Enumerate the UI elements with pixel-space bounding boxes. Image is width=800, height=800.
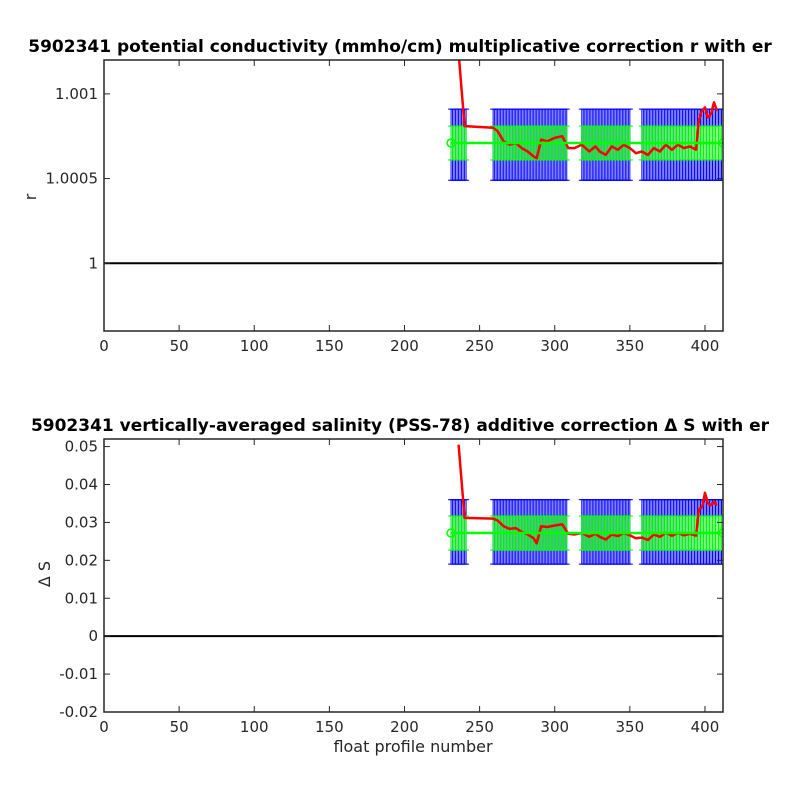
y-tick-label: 0.01 [65,589,98,607]
top-y-axis-label: r [21,193,40,200]
y-tick-label: 1.0005 [46,170,99,188]
x-tick-label: 100 [240,718,269,736]
x-tick-label: 300 [540,337,569,355]
y-tick-label: 1 [88,254,98,272]
x-tick-label: 300 [540,718,569,736]
bottom-chart-title: 5902341 vertically-averaged salinity (PS… [31,416,770,436]
x-tick-label: 150 [315,718,344,736]
y-tick-label: 1.001 [55,85,98,103]
x-tick-label: 350 [616,718,645,736]
y-tick-label: -0.02 [59,703,98,721]
x-tick-label: 150 [315,337,344,355]
y-tick-label: 0.03 [65,513,98,531]
x-tick-label: 200 [390,337,419,355]
fitted-marker [446,528,456,538]
correction-line [457,60,719,160]
x-tick-label: 250 [465,337,494,355]
x-tick-label: 350 [616,337,645,355]
y-tick-label: 0.05 [65,438,98,456]
y-tick-label: 0.04 [65,476,98,494]
fitted-marker [446,138,456,148]
data-layer [446,444,723,565]
axes-box [103,59,724,332]
bottom-chart: 5902341 vertically-averaged salinity (PS… [31,416,770,756]
y-tick-label: 0.02 [65,551,98,569]
x-tick-label: 0 [99,337,109,355]
x-tick-label: 250 [465,718,494,736]
axes-box [103,438,724,713]
x-tick-label: 400 [691,337,720,355]
top-chart-title: 5902341 potential conductivity (mmho/cm)… [28,37,772,57]
x-tick-label: 50 [170,337,189,355]
x-tick-label: 100 [240,337,269,355]
x-tick-label: 400 [691,718,720,736]
y-tick-label: -0.01 [59,665,98,683]
y-tick-label: 0 [88,627,98,645]
fitted-marker [718,138,723,148]
x-tick-label: 50 [170,718,189,736]
data-layer [446,60,723,181]
fitted-marker [718,528,723,538]
x-tick-label: 0 [99,718,109,736]
x-tick-label: 200 [390,718,419,736]
top-plot-area: 0 50 100 150 200 250 300 350 400 1 1.0005 1.001 [46,59,724,355]
top-chart: 5902341 potential conductivity (mmho/cm)… [21,37,772,355]
bottom-plot-area: 0 50 100 150 200 250 300 350 400 -0.02 -0.01 0 0.01 0… [59,438,724,736]
bottom-x-axis-label: float profile number [333,737,493,756]
bottom-y-axis-label: Δ S [35,561,54,587]
